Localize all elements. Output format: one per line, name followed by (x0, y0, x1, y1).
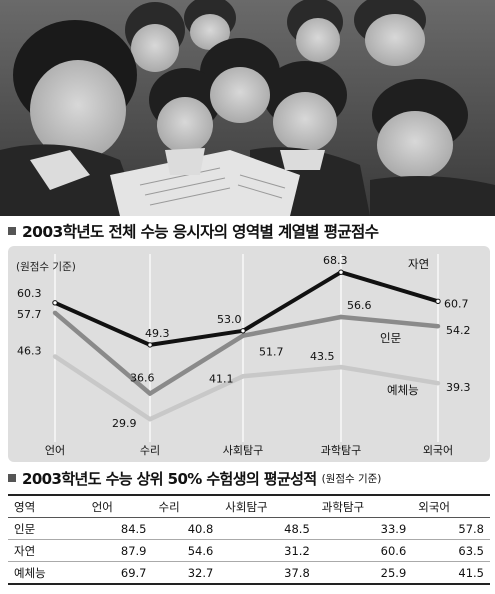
table-row: 인문 84.5 40.8 48.5 33.9 57.8 (8, 518, 490, 540)
data-point (435, 381, 441, 386)
table-header-cell: 사회탐구 (225, 499, 268, 514)
data-point (52, 300, 58, 306)
series-line-2 (53, 354, 439, 422)
table-title: 2003학년도 수능 상위 50% 수험생의 평균성적 (22, 469, 317, 488)
table-cell: 33.9 (380, 521, 407, 536)
table-cell: 37.8 (284, 565, 310, 580)
score-table: 영역 언어 수리 사회탐구 과학탐구 외국어 인문 84.5 40.8 48.5… (8, 494, 490, 585)
chart-label-layer: 60.3 49.3 53.0 68.3 60.7 57.7 36.6 51.7 56.6 54.2… (17, 254, 471, 430)
data-point (147, 342, 153, 348)
table-header-cell: 수리 (158, 499, 180, 514)
table-cell: 57.8 (458, 521, 484, 536)
data-label: 51.7 (259, 346, 284, 359)
chart-grid (54, 254, 439, 442)
table-row-label: 자연 (14, 543, 36, 558)
data-point (240, 333, 246, 338)
data-point (435, 324, 441, 329)
data-point (338, 364, 344, 370)
table-cell: 48.5 (284, 521, 310, 536)
chart-unit-note: (원점수 기준) (16, 261, 76, 273)
data-label: 41.1 (209, 372, 234, 385)
data-point (338, 269, 344, 275)
data-label: 39.3 (446, 381, 471, 394)
data-point (338, 314, 344, 320)
table-cell: 87.9 (120, 543, 147, 558)
table-cell: 32.7 (187, 565, 214, 580)
series-name-label: 인문 (380, 331, 401, 345)
data-point (147, 417, 153, 422)
table-row: 자연 87.9 54.6 31.2 60.6 63.5 (8, 540, 490, 562)
data-label: 53.0 (217, 313, 242, 326)
data-label: 29.9 (112, 417, 137, 430)
table-cell: 54.6 (187, 543, 214, 558)
data-point (52, 310, 58, 315)
table-header-cell: 외국어 (418, 499, 451, 514)
data-label: 57.7 (17, 308, 42, 321)
chart-title-bar: 2003학년도 전체 수능 응시자의 영역별 계열별 평균점수 (0, 216, 495, 246)
series-name-label: 예체능 (387, 383, 419, 397)
chart-title: 2003학년도 전체 수능 응시자의 영역별 계열별 평균점수 (22, 223, 379, 241)
bullet-square-icon (8, 227, 16, 235)
series-name-label: 자연 (408, 257, 429, 271)
table-header-cell: 영역 (14, 499, 36, 514)
data-label: 49.3 (145, 327, 170, 340)
line-chart-panel: (원점수 기준) 60.3 49.3 53.0 68.3 60.7 57.7 36.6 51.… (8, 246, 490, 462)
table-cell: 40.8 (187, 521, 214, 536)
series-line-1 (53, 311, 439, 396)
x-tick-label: 수리 (140, 444, 160, 457)
table-cell: 41.5 (458, 565, 484, 580)
students-reading-newspaper-photo (0, 0, 495, 216)
table-row-label: 예체능 (14, 565, 46, 580)
table-row-label: 인문 (14, 521, 36, 536)
table-cell: 63.5 (458, 543, 484, 558)
x-tick-label: 언어 (45, 444, 65, 457)
data-label: 60.7 (444, 297, 469, 310)
data-label: 56.6 (347, 299, 372, 312)
table-row: 예체능 69.7 32.7 37.8 25.9 41.5 (8, 562, 490, 584)
table-cell: 69.7 (120, 565, 147, 580)
data-point (147, 391, 153, 396)
data-label: 43.5 (310, 350, 335, 363)
table-cell: 84.5 (120, 521, 147, 536)
data-point (435, 298, 441, 304)
bullet-square-icon (8, 474, 16, 482)
table-header-cell: 과학탐구 (321, 499, 365, 514)
data-label: 36.6 (130, 372, 155, 385)
x-tick-label: 사회탐구 (223, 444, 263, 457)
chart-series-layer (52, 269, 441, 422)
table-cell: 25.9 (380, 565, 407, 580)
data-point (52, 354, 58, 359)
table-unit-note: (원점수 기준) (321, 472, 382, 485)
chart-x-axis-labels: 언어 수리 사회탐구 과학탐구 외국어 (45, 444, 453, 457)
table-title-bar: 2003학년도 수능 상위 50% 수험생의 평균성적 (원점수 기준) (0, 466, 495, 490)
data-label: 46.3 (17, 344, 42, 357)
table-cell: 60.6 (380, 543, 407, 558)
x-tick-label: 외국어 (423, 444, 453, 457)
data-label: 60.3 (17, 287, 42, 300)
table-cell: 31.2 (284, 543, 310, 558)
table-header-cell: 언어 (91, 499, 113, 514)
x-tick-label: 과학탐구 (321, 444, 361, 457)
data-label: 68.3 (323, 254, 348, 267)
data-point (240, 328, 246, 334)
data-point (240, 374, 246, 379)
line-chart: (원점수 기준) 60.3 49.3 53.0 68.3 60.7 57.7 36.6 51.… (16, 254, 471, 457)
data-label: 54.2 (446, 324, 471, 337)
table-header-row: 영역 언어 수리 사회탐구 과학탐구 외국어 (8, 495, 490, 518)
